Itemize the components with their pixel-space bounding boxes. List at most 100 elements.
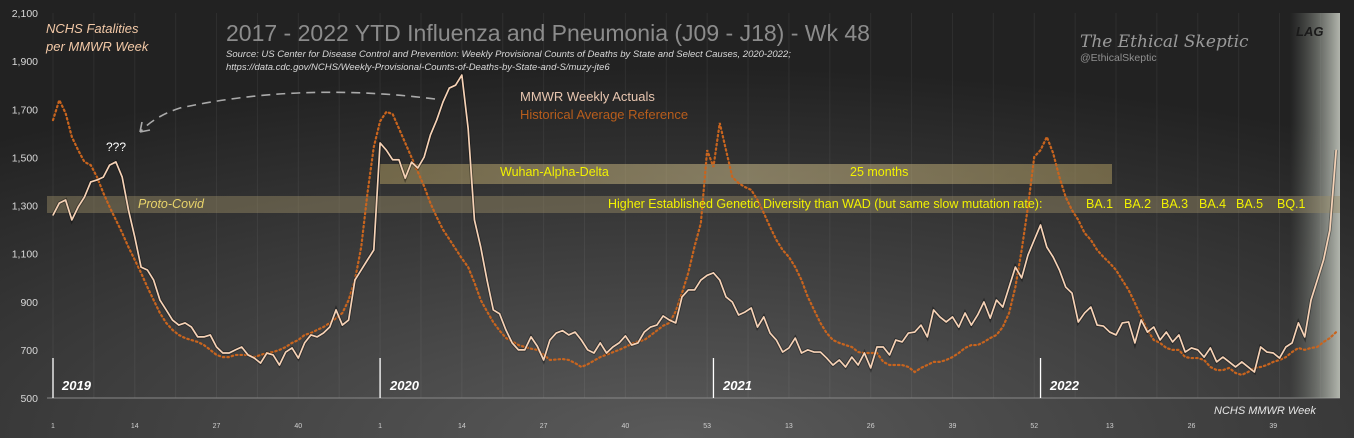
actual-point [750, 307, 752, 309]
x-tick-label: 1 [51, 423, 55, 430]
actual-point [234, 349, 237, 351]
actual-point [826, 357, 828, 359]
actual-point [870, 367, 872, 369]
actual-point [895, 339, 897, 341]
actual-point [222, 352, 224, 354]
actual-point [1027, 254, 1029, 256]
actual-point [1102, 325, 1105, 327]
y-tick-label: 1,700 [12, 104, 38, 116]
actual-point [530, 336, 532, 338]
proto-covid-band [47, 196, 1340, 213]
y-axis-label-line1: NCHS Fatalities [46, 21, 139, 36]
actual-point [788, 347, 790, 349]
brand-handle: @EthicalSkeptic [1080, 52, 1157, 64]
actual-point [272, 354, 274, 356]
actual-point [675, 322, 677, 324]
actual-point [1090, 306, 1092, 308]
actual-point [901, 341, 903, 343]
actual-point [782, 351, 784, 353]
actual-point [907, 332, 910, 334]
actual-point [1247, 366, 1249, 368]
actual-point [83, 196, 86, 198]
actual-point [939, 316, 941, 318]
variant-label: BQ.1 [1277, 197, 1306, 211]
actual-point [775, 339, 777, 341]
x-tick-label: 39 [1269, 423, 1277, 430]
lag-label: LAG [1296, 24, 1324, 39]
legend-historical: Historical Average Reference [520, 107, 689, 122]
actual-point [1115, 334, 1117, 336]
y-tick-label: 700 [20, 345, 38, 357]
actual-point [618, 342, 620, 344]
actual-point [1002, 306, 1004, 308]
actual-point [574, 331, 576, 333]
actual-point [863, 352, 866, 354]
actual-point [366, 259, 369, 261]
actual-point [637, 342, 639, 344]
x-tick-label: 13 [785, 423, 793, 430]
actual-point [1190, 347, 1193, 349]
actual-point [631, 344, 633, 346]
actual-point [549, 339, 551, 341]
actual-point [1071, 292, 1073, 294]
x-tick-label: 40 [294, 423, 302, 430]
actual-point [348, 319, 350, 321]
actual-point [1304, 336, 1306, 338]
actual-point [1272, 352, 1274, 354]
x-tick-label: 27 [540, 423, 548, 430]
actual-point [1216, 361, 1218, 363]
actual-point [624, 335, 626, 337]
source-line-1: Source: US Center for Disease Control an… [226, 49, 791, 60]
actual-point [731, 301, 733, 303]
actual-point [920, 324, 922, 326]
actual-point [360, 269, 362, 271]
actual-point [373, 249, 375, 251]
actual-point [316, 336, 318, 338]
actual-point [693, 289, 696, 291]
actual-point [945, 321, 947, 323]
actual-point [90, 181, 92, 183]
actual-point [605, 352, 608, 354]
actual-point [285, 351, 287, 353]
actual-point [995, 299, 998, 301]
actual-point [1260, 346, 1262, 348]
year-label-2021: 2021 [723, 378, 752, 393]
x-tick-label: 26 [867, 423, 875, 430]
actual-point [1052, 256, 1054, 258]
actual-point [310, 334, 312, 336]
actual-point [838, 359, 840, 361]
actual-point [819, 351, 821, 353]
actual-point [568, 334, 570, 336]
actual-point [385, 149, 387, 151]
actual-point [121, 176, 123, 178]
actual-point [498, 313, 501, 315]
variant-label: BA.5 [1236, 197, 1264, 211]
actual-point [662, 315, 664, 317]
actual-point [977, 314, 979, 316]
actual-point [933, 309, 935, 311]
actual-point [1121, 322, 1123, 324]
months-label: 25 months [850, 165, 909, 179]
actual-point [794, 337, 796, 339]
y-tick-label: 1,300 [12, 201, 38, 213]
actual-point [1065, 286, 1067, 288]
proto-covid-label: Proto-Covid [138, 197, 204, 211]
actual-point [851, 356, 853, 358]
actual-point [1140, 319, 1142, 321]
actual-point [341, 324, 343, 326]
actual-point [492, 309, 494, 311]
actual-point [109, 164, 111, 166]
x-tick-label: 27 [213, 423, 221, 430]
actual-point [209, 334, 211, 336]
actual-point [1058, 269, 1060, 271]
x-axis-label: NCHS MMWR Week [1214, 405, 1316, 417]
actual-point [744, 311, 746, 313]
actual-point [454, 84, 457, 86]
actual-point [756, 326, 759, 328]
actual-point [857, 364, 859, 366]
actual-point [278, 364, 281, 366]
x-tick-label: 13 [1106, 423, 1114, 430]
y-tick-label: 900 [20, 297, 38, 309]
actual-point [379, 142, 381, 144]
